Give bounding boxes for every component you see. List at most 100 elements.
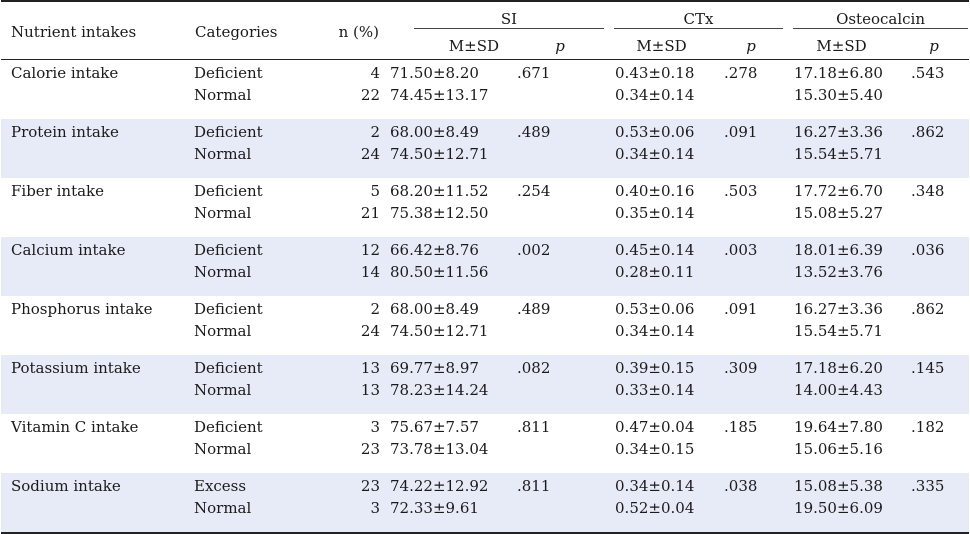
si-msd-value: 66.42±8.76: [390, 241, 479, 259]
os-msd-cell: 16.27±3.36 15.54±5.71: [784, 296, 899, 355]
si-msd-cell: 71.50±8.20 74.45±13.17: [380, 60, 515, 120]
os-p-value: .348: [911, 182, 945, 200]
n-value: 23: [360, 440, 380, 458]
n-cell: 2 24: [311, 296, 380, 355]
table-row: Protein intake Deficient Normal 2 24 68.00±8.…: [1, 119, 970, 178]
nutrient-value: Sodium intake: [11, 477, 121, 495]
os-p-value: .182: [911, 418, 945, 436]
si-msd-value: 68.20±11.52: [390, 182, 489, 200]
si-msd-value: 75.38±12.50: [390, 204, 489, 222]
ctx-msd-value: 0.39±0.15: [615, 359, 695, 377]
si-msd-cell: 68.20±11.52 75.38±12.50: [380, 178, 515, 237]
n-value: 24: [360, 322, 380, 340]
si-msd-cell: 66.42±8.76 80.50±11.56: [380, 237, 515, 296]
table-row: Sodium intake Excess Normal 23 3 74.22±12.92 7…: [1, 473, 970, 534]
ctx-msd-cell: 0.53±0.06 0.34±0.14: [605, 119, 719, 178]
header-os-msd: M±SD: [784, 33, 900, 60]
os-msd-value: 17.72±6.70: [794, 182, 883, 200]
os-msd-value: 17.18±6.20: [794, 359, 883, 377]
nutrient-cell: Sodium intake: [1, 473, 194, 534]
os-msd-value: 18.01±6.39: [794, 241, 883, 259]
os-msd-value: 15.54±5.71: [794, 145, 883, 163]
os-msd-cell: 16.27±3.36 15.54±5.71: [784, 119, 900, 178]
si-msd-value: 80.50±11.56: [390, 263, 489, 281]
si-p-cell: .671: [515, 60, 605, 120]
n-value: 24: [360, 145, 380, 163]
os-p-cell: .182: [899, 414, 969, 473]
nutrient-value: Protein intake: [11, 123, 119, 141]
n-value: 22: [360, 86, 380, 104]
ctx-p-cell: .309: [718, 355, 785, 414]
ctx-p-value: .091: [724, 300, 758, 318]
category-value: Deficient: [194, 123, 263, 141]
header-ctx: CTx: [614, 10, 784, 29]
category-cell: Deficient Normal: [194, 237, 311, 296]
header-nutrient: Nutrient intakes: [1, 0, 194, 60]
nutrient-cell: Potassium intake: [1, 355, 194, 414]
os-msd-value: 15.30±5.40: [794, 86, 883, 104]
ctx-msd-cell: 0.53±0.06 0.34±0.14: [605, 296, 718, 355]
os-msd-value: 19.50±6.09: [794, 499, 883, 517]
ctx-msd-value: 0.28±0.11: [615, 263, 695, 281]
table-body: Calorie intake Deficient Normal 4 22 71.50±8.…: [1, 60, 970, 534]
category-cell: Deficient Normal: [194, 178, 311, 237]
header-ctx-p: p: [718, 33, 785, 60]
n-value: 2: [370, 123, 380, 141]
category-value: Normal: [194, 145, 252, 163]
header-osteocalcin: Osteocalcin: [793, 10, 969, 29]
category-value: Normal: [194, 263, 252, 281]
nutrient-cell: Calcium intake: [1, 237, 194, 296]
ctx-p-value: .091: [724, 123, 758, 141]
ctx-msd-cell: 0.39±0.15 0.33±0.14: [605, 355, 719, 414]
category-value: Deficient: [194, 418, 263, 436]
si-p-cell: .254: [515, 178, 605, 237]
os-p-value: .862: [911, 300, 945, 318]
os-msd-cell: 18.01±6.39 13.52±3.76: [784, 237, 900, 296]
si-p-cell: .811: [515, 414, 605, 473]
os-msd-value: 15.08±5.27: [794, 204, 883, 222]
category-cell: Deficient Normal: [194, 119, 311, 178]
os-msd-value: 19.64±7.80: [794, 418, 883, 436]
si-msd-value: 68.00±8.49: [390, 300, 479, 318]
header-ctx-msd: M±SD: [605, 33, 719, 60]
si-msd-cell: 75.67±7.57 73.78±13.04: [380, 414, 515, 473]
n-cell: 3 23: [311, 414, 380, 473]
si-p-value: .254: [517, 182, 551, 200]
header-si: SI: [414, 10, 605, 29]
category-value: Normal: [194, 381, 252, 399]
category-value: Normal: [194, 86, 252, 104]
n-cell: 23 3: [311, 473, 380, 534]
si-p-cell: .002: [515, 237, 606, 296]
os-msd-value: 16.27±3.36: [794, 123, 883, 141]
si-msd-value: 74.50±12.71: [390, 322, 489, 340]
header-si-p: p: [515, 33, 606, 60]
n-value: 13: [360, 381, 380, 399]
ctx-p-value: .038: [724, 477, 758, 495]
os-msd-value: 16.27±3.36: [794, 300, 883, 318]
si-p-value: .002: [517, 241, 551, 259]
n-value: 14: [360, 263, 380, 281]
n-cell: 12 14: [311, 237, 380, 296]
category-value: Deficient: [194, 182, 263, 200]
si-p-value: .489: [517, 123, 551, 141]
nutrient-cell: Protein intake: [1, 119, 194, 178]
ctx-p-value: .185: [724, 418, 758, 436]
n-value: 2: [370, 300, 380, 318]
os-p-cell: .862: [899, 296, 969, 355]
nutrient-cell: Calorie intake: [1, 60, 194, 120]
nutrient-value: Calorie intake: [11, 64, 119, 82]
ctx-p-cell: .278: [718, 60, 784, 120]
os-p-cell: .348: [899, 178, 969, 237]
si-msd-value: 74.22±12.92: [390, 477, 489, 495]
os-msd-value: 15.08±5.38: [794, 477, 883, 495]
nutrient-value: Potassium intake: [11, 359, 141, 377]
table-row: Vitamin C intake Deficient Normal 3 23 75.67±…: [1, 414, 969, 473]
table-row: Fiber intake Deficient Normal 5 21 68.20±11.5…: [1, 178, 969, 237]
ctx-p-value: .503: [724, 182, 758, 200]
si-msd-value: 71.50±8.20: [390, 64, 479, 82]
ctx-msd-value: 0.45±0.14: [615, 241, 695, 259]
os-p-cell: .036: [899, 237, 970, 296]
si-msd-value: 75.67±7.57: [390, 418, 479, 436]
si-msd-value: 69.77±8.97: [390, 359, 479, 377]
